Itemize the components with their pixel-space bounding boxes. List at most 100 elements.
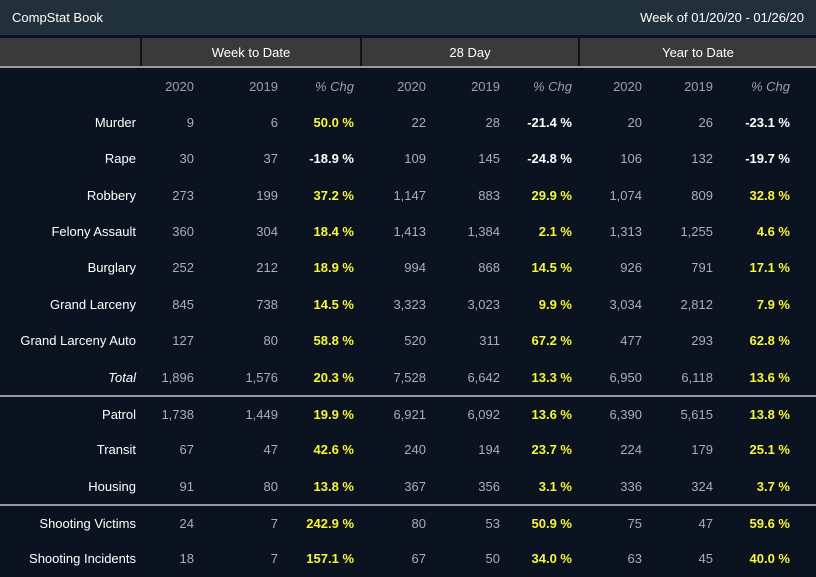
value-cell: 883 bbox=[478, 187, 500, 203]
value-cell: 20 bbox=[627, 115, 642, 131]
row-label: Housing bbox=[88, 478, 136, 494]
group-year-to-date: Year to Date bbox=[578, 38, 816, 66]
value-cell: 18 bbox=[179, 551, 194, 567]
row-label: Total bbox=[108, 369, 136, 385]
pct-cell: 3.7 % bbox=[756, 478, 790, 494]
value-cell: 91 bbox=[179, 478, 194, 494]
pct-cell: 13.6 % bbox=[749, 369, 790, 385]
col-header-2019: 2019 bbox=[684, 78, 713, 94]
group-spacer bbox=[0, 38, 140, 66]
pct-cell: 58.8 % bbox=[313, 333, 354, 349]
value-cell: 868 bbox=[478, 260, 500, 276]
pct-cell: -18.9 % bbox=[309, 151, 354, 167]
value-cell: 24 bbox=[179, 515, 194, 531]
table-row-patrol: Patrol 1,738 1,449 19.9 % 6,921 6,092 13… bbox=[0, 395, 816, 431]
value-cell: 5,615 bbox=[680, 406, 713, 422]
value-cell: 47 bbox=[698, 515, 713, 531]
pct-cell: 3.1 % bbox=[538, 478, 572, 494]
value-cell: 273 bbox=[172, 187, 194, 203]
value-cell: 1,413 bbox=[393, 224, 426, 240]
value-cell: 224 bbox=[620, 442, 642, 458]
col-header-2020: 2020 bbox=[397, 78, 426, 94]
week-range: Week of 01/20/20 - 01/26/20 bbox=[640, 10, 804, 25]
value-cell: 212 bbox=[256, 260, 278, 276]
row-label: Patrol bbox=[102, 406, 136, 422]
pct-cell: 19.9 % bbox=[313, 406, 354, 422]
value-cell: 6,390 bbox=[609, 406, 642, 422]
value-cell: 809 bbox=[691, 187, 713, 203]
value-cell: 926 bbox=[620, 260, 642, 276]
value-cell: 1,384 bbox=[467, 224, 500, 240]
value-cell: 293 bbox=[691, 333, 713, 349]
value-cell: 6,092 bbox=[467, 406, 500, 422]
table-row-rape: Rape 30 37 -18.9 % 109 145 -24.8 % 106 1… bbox=[0, 141, 816, 177]
pct-cell: 32.8 % bbox=[749, 187, 790, 203]
pct-cell: 50.9 % bbox=[531, 515, 572, 531]
value-cell: 1,255 bbox=[680, 224, 713, 240]
pct-cell: 14.5 % bbox=[313, 296, 354, 312]
value-cell: 3,023 bbox=[467, 296, 500, 312]
value-cell: 738 bbox=[256, 296, 278, 312]
row-label: Rape bbox=[104, 151, 136, 167]
col-header-pct-chg: % Chg bbox=[314, 78, 354, 94]
value-cell: 6,642 bbox=[467, 369, 500, 385]
value-cell: 67 bbox=[411, 551, 426, 567]
pct-cell: 62.8 % bbox=[749, 333, 790, 349]
value-cell: 6,118 bbox=[681, 369, 713, 385]
table-row-total: Total 1,896 1,576 20.3 % 7,528 6,642 13.… bbox=[0, 359, 816, 395]
value-cell: 1,074 bbox=[609, 187, 642, 203]
pct-cell: 59.6 % bbox=[749, 515, 790, 531]
value-cell: 1,738 bbox=[161, 406, 194, 422]
value-cell: 1,449 bbox=[245, 406, 278, 422]
value-cell: 106 bbox=[620, 151, 642, 167]
value-cell: 30 bbox=[179, 151, 194, 167]
pct-cell: 40.0 % bbox=[749, 551, 790, 567]
value-cell: 7 bbox=[270, 515, 278, 531]
pct-cell: 9.9 % bbox=[538, 296, 572, 312]
value-cell: 50 bbox=[485, 551, 500, 567]
row-label: Murder bbox=[94, 115, 136, 131]
row-label: Grand Larceny bbox=[50, 296, 136, 312]
table-row-shooting-victims: Shooting Victims 24 7 242.9 % 80 53 50.9… bbox=[0, 504, 816, 540]
row-label: Burglary bbox=[87, 260, 136, 276]
value-cell: 47 bbox=[263, 442, 278, 458]
value-cell: 6,921 bbox=[393, 406, 426, 422]
value-cell: 994 bbox=[404, 260, 426, 276]
value-cell: 311 bbox=[479, 333, 500, 349]
pct-cell: 14.5 % bbox=[531, 260, 572, 276]
col-header-2020: 2020 bbox=[165, 78, 194, 94]
pct-cell: -23.1 % bbox=[745, 115, 790, 131]
value-cell: 127 bbox=[172, 333, 194, 349]
value-cell: 2,812 bbox=[680, 296, 713, 312]
pct-cell: 67.2 % bbox=[531, 333, 572, 349]
compstat-table: 2020 2019 % Chg 2020 2019 % Chg 2020 201… bbox=[0, 68, 816, 577]
col-header-2019: 2019 bbox=[471, 78, 500, 94]
value-cell: 53 bbox=[485, 515, 500, 531]
value-cell: 45 bbox=[698, 551, 713, 567]
group-28-day: 28 Day bbox=[360, 38, 578, 66]
value-cell: 1,147 bbox=[393, 187, 426, 203]
table-row-transit: Transit 67 47 42.6 % 240 194 23.7 % 224 … bbox=[0, 432, 816, 468]
value-cell: 132 bbox=[691, 151, 713, 167]
value-cell: 145 bbox=[478, 151, 500, 167]
value-cell: 67 bbox=[179, 442, 194, 458]
value-cell: 3,323 bbox=[393, 296, 426, 312]
value-cell: 22 bbox=[411, 115, 426, 131]
table-row-felony-assault: Felony Assault 360 304 18.4 % 1,413 1,38… bbox=[0, 213, 816, 249]
row-label: Shooting Victims bbox=[39, 515, 136, 531]
value-cell: 845 bbox=[172, 296, 194, 312]
table-row-grand-larceny: Grand Larceny 845 738 14.5 % 3,323 3,023… bbox=[0, 286, 816, 322]
col-header-pct-chg: % Chg bbox=[532, 78, 572, 94]
value-cell: 304 bbox=[256, 224, 278, 240]
table-row-housing: Housing 91 80 13.8 % 367 356 3.1 % 336 3… bbox=[0, 468, 816, 504]
pct-cell: 4.6 % bbox=[756, 224, 790, 240]
value-cell: 75 bbox=[627, 515, 642, 531]
pct-cell: -19.7 % bbox=[745, 151, 790, 167]
value-cell: 28 bbox=[485, 115, 500, 131]
value-cell: 80 bbox=[263, 333, 278, 349]
row-label: Shooting Incidents bbox=[29, 551, 136, 567]
col-header-2019: 2019 bbox=[249, 78, 278, 94]
value-cell: 1,896 bbox=[161, 369, 194, 385]
pct-cell: 25.1 % bbox=[749, 442, 790, 458]
column-group-header: Week to Date 28 Day Year to Date bbox=[0, 38, 816, 68]
